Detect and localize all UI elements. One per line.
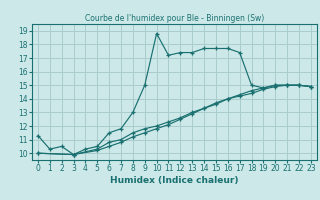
X-axis label: Humidex (Indice chaleur): Humidex (Indice chaleur) [110, 176, 239, 185]
Title: Courbe de l'humidex pour Ble - Binningen (Sw): Courbe de l'humidex pour Ble - Binningen… [85, 14, 264, 23]
